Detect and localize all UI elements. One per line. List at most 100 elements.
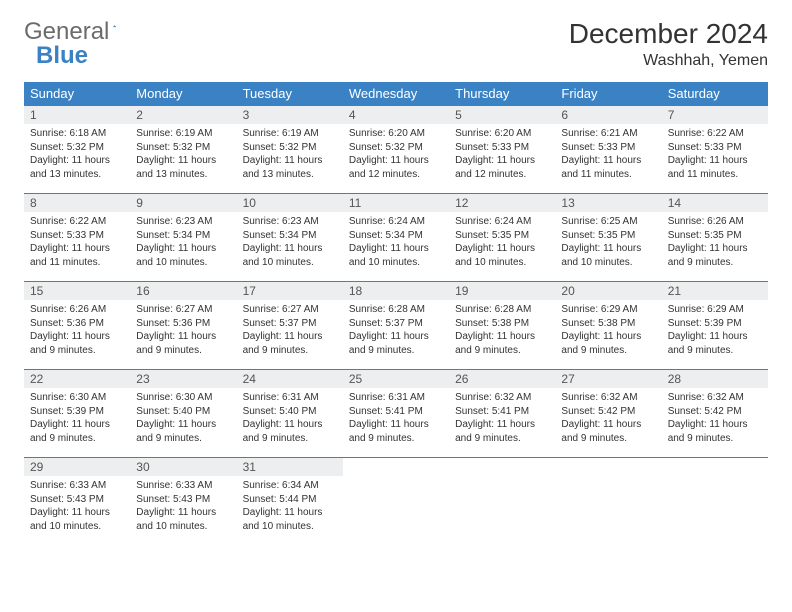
- calendar-week-row: 1Sunrise: 6:18 AMSunset: 5:32 PMDaylight…: [24, 106, 768, 194]
- day-number: 21: [662, 282, 768, 300]
- calendar-week-row: 22Sunrise: 6:30 AMSunset: 5:39 PMDayligh…: [24, 370, 768, 458]
- logo-sail-icon: [113, 19, 116, 33]
- calendar-week-row: 8Sunrise: 6:22 AMSunset: 5:33 PMDaylight…: [24, 194, 768, 282]
- calendar-day-cell: [343, 458, 449, 546]
- location: Washhah, Yemen: [569, 52, 768, 70]
- calendar-day-cell: 3Sunrise: 6:19 AMSunset: 5:32 PMDaylight…: [237, 106, 343, 194]
- calendar-day-cell: 6Sunrise: 6:21 AMSunset: 5:33 PMDaylight…: [555, 106, 661, 194]
- day-details: Sunrise: 6:32 AMSunset: 5:41 PMDaylight:…: [449, 388, 555, 451]
- day-number: 22: [24, 370, 130, 388]
- day-number: 18: [343, 282, 449, 300]
- calendar-day-cell: 15Sunrise: 6:26 AMSunset: 5:36 PMDayligh…: [24, 282, 130, 370]
- weekday-header: Monday: [130, 82, 236, 106]
- day-details: Sunrise: 6:24 AMSunset: 5:34 PMDaylight:…: [343, 212, 449, 275]
- calendar-day-cell: 28Sunrise: 6:32 AMSunset: 5:42 PMDayligh…: [662, 370, 768, 458]
- day-details: Sunrise: 6:26 AMSunset: 5:35 PMDaylight:…: [662, 212, 768, 275]
- day-details: Sunrise: 6:21 AMSunset: 5:33 PMDaylight:…: [555, 124, 661, 187]
- calendar-day-cell: 20Sunrise: 6:29 AMSunset: 5:38 PMDayligh…: [555, 282, 661, 370]
- calendar-day-cell: [555, 458, 661, 546]
- day-number: 17: [237, 282, 343, 300]
- day-number: 3: [237, 106, 343, 124]
- calendar-day-cell: 25Sunrise: 6:31 AMSunset: 5:41 PMDayligh…: [343, 370, 449, 458]
- day-details: Sunrise: 6:31 AMSunset: 5:41 PMDaylight:…: [343, 388, 449, 451]
- day-details: Sunrise: 6:20 AMSunset: 5:32 PMDaylight:…: [343, 124, 449, 187]
- day-details: Sunrise: 6:31 AMSunset: 5:40 PMDaylight:…: [237, 388, 343, 451]
- day-number: 25: [343, 370, 449, 388]
- calendar-day-cell: 8Sunrise: 6:22 AMSunset: 5:33 PMDaylight…: [24, 194, 130, 282]
- day-details: Sunrise: 6:19 AMSunset: 5:32 PMDaylight:…: [130, 124, 236, 187]
- calendar-day-cell: 27Sunrise: 6:32 AMSunset: 5:42 PMDayligh…: [555, 370, 661, 458]
- calendar-day-cell: [662, 458, 768, 546]
- day-details: Sunrise: 6:28 AMSunset: 5:38 PMDaylight:…: [449, 300, 555, 363]
- weekday-header: Saturday: [662, 82, 768, 106]
- day-details: Sunrise: 6:24 AMSunset: 5:35 PMDaylight:…: [449, 212, 555, 275]
- month-title: December 2024: [569, 18, 768, 50]
- day-details: Sunrise: 6:25 AMSunset: 5:35 PMDaylight:…: [555, 212, 661, 275]
- calendar-week-row: 29Sunrise: 6:33 AMSunset: 5:43 PMDayligh…: [24, 458, 768, 546]
- day-number: 10: [237, 194, 343, 212]
- day-number: 6: [555, 106, 661, 124]
- logo-row2: Blue: [36, 42, 88, 70]
- day-number: 5: [449, 106, 555, 124]
- day-details: Sunrise: 6:32 AMSunset: 5:42 PMDaylight:…: [555, 388, 661, 451]
- weekday-header: Sunday: [24, 82, 130, 106]
- day-number: 16: [130, 282, 236, 300]
- day-number: 2: [130, 106, 236, 124]
- day-details: Sunrise: 6:30 AMSunset: 5:40 PMDaylight:…: [130, 388, 236, 451]
- day-details: Sunrise: 6:28 AMSunset: 5:37 PMDaylight:…: [343, 300, 449, 363]
- calendar-day-cell: 24Sunrise: 6:31 AMSunset: 5:40 PMDayligh…: [237, 370, 343, 458]
- day-number: 14: [662, 194, 768, 212]
- day-number: 28: [662, 370, 768, 388]
- calendar-day-cell: 19Sunrise: 6:28 AMSunset: 5:38 PMDayligh…: [449, 282, 555, 370]
- day-details: Sunrise: 6:22 AMSunset: 5:33 PMDaylight:…: [662, 124, 768, 187]
- day-number: 30: [130, 458, 236, 476]
- day-details: Sunrise: 6:23 AMSunset: 5:34 PMDaylight:…: [237, 212, 343, 275]
- calendar-day-cell: 16Sunrise: 6:27 AMSunset: 5:36 PMDayligh…: [130, 282, 236, 370]
- day-number: 8: [24, 194, 130, 212]
- weekday-header: Wednesday: [343, 82, 449, 106]
- day-details: Sunrise: 6:34 AMSunset: 5:44 PMDaylight:…: [237, 476, 343, 539]
- day-number: 23: [130, 370, 236, 388]
- calendar-day-cell: 5Sunrise: 6:20 AMSunset: 5:33 PMDaylight…: [449, 106, 555, 194]
- day-number: 13: [555, 194, 661, 212]
- day-details: Sunrise: 6:29 AMSunset: 5:38 PMDaylight:…: [555, 300, 661, 363]
- day-number: 7: [662, 106, 768, 124]
- day-details: Sunrise: 6:29 AMSunset: 5:39 PMDaylight:…: [662, 300, 768, 363]
- day-details: Sunrise: 6:20 AMSunset: 5:33 PMDaylight:…: [449, 124, 555, 187]
- calendar-day-cell: 11Sunrise: 6:24 AMSunset: 5:34 PMDayligh…: [343, 194, 449, 282]
- day-details: Sunrise: 6:18 AMSunset: 5:32 PMDaylight:…: [24, 124, 130, 187]
- calendar-table: SundayMondayTuesdayWednesdayThursdayFrid…: [24, 82, 768, 546]
- day-number: 4: [343, 106, 449, 124]
- calendar-day-cell: 1Sunrise: 6:18 AMSunset: 5:32 PMDaylight…: [24, 106, 130, 194]
- calendar-day-cell: 18Sunrise: 6:28 AMSunset: 5:37 PMDayligh…: [343, 282, 449, 370]
- day-number: 19: [449, 282, 555, 300]
- day-number: 15: [24, 282, 130, 300]
- calendar-week-row: 15Sunrise: 6:26 AMSunset: 5:36 PMDayligh…: [24, 282, 768, 370]
- weekday-header-row: SundayMondayTuesdayWednesdayThursdayFrid…: [24, 82, 768, 106]
- title-block: December 2024 Washhah, Yemen: [569, 18, 768, 70]
- day-number: 27: [555, 370, 661, 388]
- day-number: 20: [555, 282, 661, 300]
- day-number: 29: [24, 458, 130, 476]
- calendar-day-cell: 30Sunrise: 6:33 AMSunset: 5:43 PMDayligh…: [130, 458, 236, 546]
- day-number: 12: [449, 194, 555, 212]
- day-details: Sunrise: 6:27 AMSunset: 5:37 PMDaylight:…: [237, 300, 343, 363]
- day-details: Sunrise: 6:19 AMSunset: 5:32 PMDaylight:…: [237, 124, 343, 187]
- calendar-day-cell: 13Sunrise: 6:25 AMSunset: 5:35 PMDayligh…: [555, 194, 661, 282]
- day-details: Sunrise: 6:22 AMSunset: 5:33 PMDaylight:…: [24, 212, 130, 275]
- calendar-day-cell: 2Sunrise: 6:19 AMSunset: 5:32 PMDaylight…: [130, 106, 236, 194]
- header: General December 2024 Washhah, Yemen: [24, 18, 768, 70]
- calendar-day-cell: 23Sunrise: 6:30 AMSunset: 5:40 PMDayligh…: [130, 370, 236, 458]
- calendar-body: 1Sunrise: 6:18 AMSunset: 5:32 PMDaylight…: [24, 106, 768, 546]
- day-details: Sunrise: 6:33 AMSunset: 5:43 PMDaylight:…: [24, 476, 130, 539]
- day-number: 24: [237, 370, 343, 388]
- day-number: 11: [343, 194, 449, 212]
- day-details: Sunrise: 6:23 AMSunset: 5:34 PMDaylight:…: [130, 212, 236, 275]
- calendar-day-cell: 7Sunrise: 6:22 AMSunset: 5:33 PMDaylight…: [662, 106, 768, 194]
- day-number: 1: [24, 106, 130, 124]
- day-details: Sunrise: 6:27 AMSunset: 5:36 PMDaylight:…: [130, 300, 236, 363]
- calendar-day-cell: 31Sunrise: 6:34 AMSunset: 5:44 PMDayligh…: [237, 458, 343, 546]
- calendar-day-cell: 22Sunrise: 6:30 AMSunset: 5:39 PMDayligh…: [24, 370, 130, 458]
- calendar-day-cell: 14Sunrise: 6:26 AMSunset: 5:35 PMDayligh…: [662, 194, 768, 282]
- calendar-day-cell: 12Sunrise: 6:24 AMSunset: 5:35 PMDayligh…: [449, 194, 555, 282]
